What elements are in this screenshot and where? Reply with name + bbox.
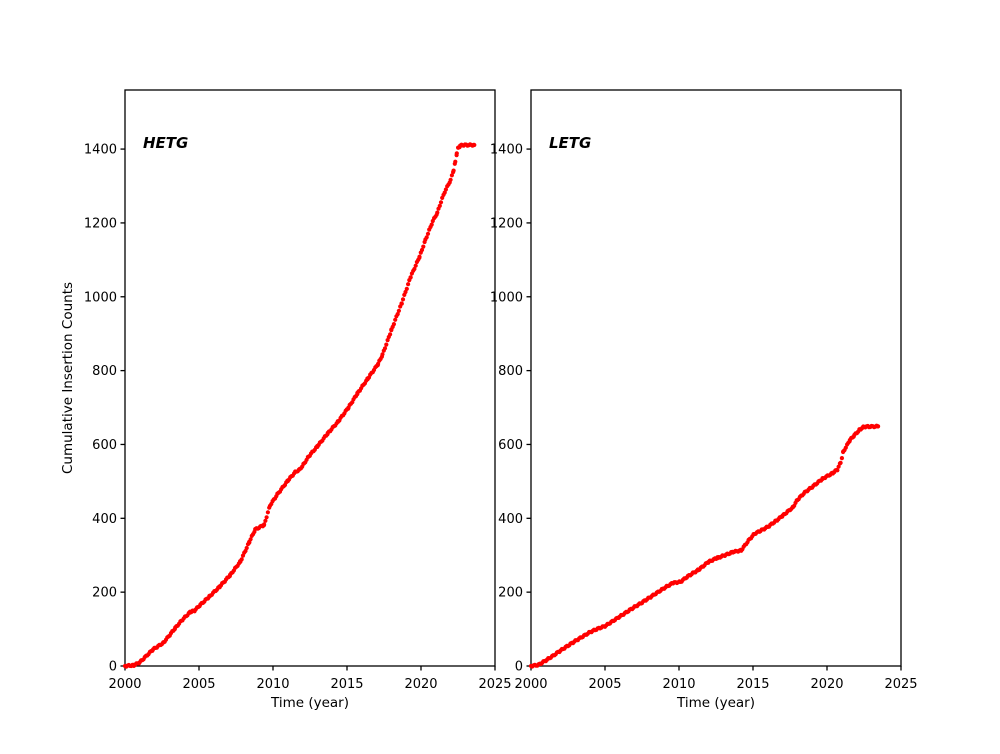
x-tick-label: 2005 [588, 677, 621, 692]
data-point [443, 187, 448, 192]
data-point [437, 203, 442, 208]
axes-box [124, 89, 496, 667]
y-tick-label: 1000 [84, 290, 117, 305]
data-point [376, 361, 381, 366]
data-point [835, 468, 840, 473]
y-axis-label: Cumulative Insertion Counts [60, 282, 76, 474]
data-point [412, 266, 417, 272]
letg-scatter-series [528, 423, 881, 669]
y-tick-label: 200 [498, 586, 523, 601]
data-point [247, 540, 252, 545]
y-tick-label: 800 [92, 364, 117, 379]
x-tick-label: 2025 [478, 677, 511, 692]
data-point [248, 537, 253, 542]
y-tick-label: 600 [92, 438, 117, 453]
data-point [400, 297, 406, 302]
data-point [454, 151, 459, 156]
data-point [838, 460, 843, 465]
letg-title: LETG [549, 134, 591, 152]
x-tick-label: 2000 [108, 677, 141, 692]
x-tick-label: 2000 [514, 677, 547, 692]
x-axis-label-hetg: Time (year) [270, 695, 349, 711]
data-point [388, 332, 393, 337]
data-point [396, 308, 401, 313]
data-point [876, 424, 881, 429]
x-tick-label: 2025 [884, 677, 917, 692]
data-point [393, 317, 398, 322]
y-tick-label: 800 [498, 364, 523, 379]
data-point [417, 254, 422, 259]
data-point [404, 286, 409, 291]
data-point [391, 322, 396, 327]
data-point [263, 518, 268, 523]
x-tick-label: 2005 [182, 677, 215, 692]
y-tick-label: 1400 [490, 143, 523, 158]
axes-box [530, 89, 902, 667]
data-point [453, 159, 458, 164]
x-tick-label: 2020 [810, 677, 843, 692]
data-point [435, 210, 440, 215]
data-point [262, 522, 267, 527]
y-tick-label: 400 [498, 512, 523, 527]
data-point [384, 342, 389, 347]
data-point [421, 244, 426, 249]
data-point [449, 173, 454, 178]
hetg-title: HETG [143, 134, 188, 152]
data-point [424, 235, 429, 240]
data-point [425, 231, 431, 236]
y-tick-label: 1400 [84, 143, 117, 158]
x-tick-label: 2015 [330, 677, 363, 692]
data-point [408, 275, 413, 280]
x-tick-label: 2010 [256, 677, 289, 692]
y-tick-label: 1200 [490, 216, 523, 231]
hetg-panel: 2000 2005 2010 2015 2020 2025 0 200 400 600 800 100… [84, 89, 512, 692]
x-tick-label: 2010 [662, 677, 695, 692]
data-point [239, 557, 244, 562]
data-point [836, 464, 841, 469]
data-point [472, 142, 477, 148]
x-tick-label: 2020 [404, 677, 437, 692]
y-tick-label: 600 [498, 438, 523, 453]
data-point [429, 222, 434, 227]
y-tick-label: 0 [109, 660, 117, 675]
x-axis-label-letg: Time (year) [676, 695, 755, 711]
data-point [380, 352, 385, 357]
data-point [382, 346, 388, 351]
data-point [438, 200, 444, 205]
data-point [843, 445, 848, 450]
y-tick-label: 200 [92, 586, 117, 601]
data-point [395, 312, 400, 317]
data-point [448, 177, 453, 182]
y-tick-label: 1000 [490, 290, 523, 305]
data-point [264, 515, 269, 520]
data-point [451, 168, 456, 173]
data-point [399, 301, 404, 306]
data-point [265, 510, 270, 515]
data-point [406, 282, 411, 287]
data-point [419, 247, 425, 253]
y-tick-label: 400 [92, 512, 117, 527]
hetg-scatter-series [122, 142, 477, 669]
letg-panel: 2000 2005 2010 2015 2020 2025 0 200 400 600 800 100… [490, 89, 918, 692]
y-tick-label: 0 [515, 660, 523, 675]
data-point [839, 456, 845, 461]
data-point [413, 263, 418, 268]
x-tick-label: 2015 [736, 677, 769, 692]
y-tick-label: 1200 [84, 216, 117, 231]
data-point [244, 545, 249, 551]
